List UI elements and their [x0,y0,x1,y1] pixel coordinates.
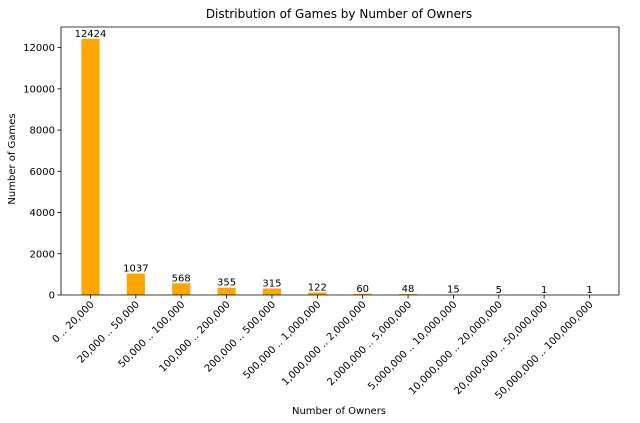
x-axis-title: Number of Owners [292,406,386,417]
y-tick-label: 4000 [30,208,55,219]
bar [262,288,282,295]
bar [217,287,236,295]
bar-value-label: 12424 [75,29,107,40]
bar [172,283,191,295]
y-tick-label: 10000 [23,84,55,95]
bar-value-label: 1037 [123,264,148,275]
y-tick-label: 6000 [30,167,55,178]
bar-value-label: 568 [172,273,191,284]
chart-title: Distribution of Games by Number of Owner… [206,7,472,21]
bar-value-label: 5 [496,285,502,296]
bar [81,38,100,296]
bar-value-label: 48 [402,284,415,295]
bar-value-label: 315 [262,279,281,290]
y-tick-label: 0 [49,291,55,302]
bar [308,292,327,295]
bar-value-label: 122 [308,282,327,293]
bar-value-label: 355 [217,278,236,289]
bar-value-label: 1 [586,285,592,296]
bar [398,294,418,295]
bar [126,273,145,295]
y-tick-label: 2000 [30,249,55,260]
y-tick-label: 12000 [23,43,55,54]
bar-value-label: 60 [356,284,369,295]
y-axis-title: Number of Games [7,113,18,204]
y-tick-label: 8000 [30,126,55,137]
bar [353,293,372,295]
bar-value-label: 15 [447,285,460,296]
bar-value-label: 1 [541,285,547,296]
